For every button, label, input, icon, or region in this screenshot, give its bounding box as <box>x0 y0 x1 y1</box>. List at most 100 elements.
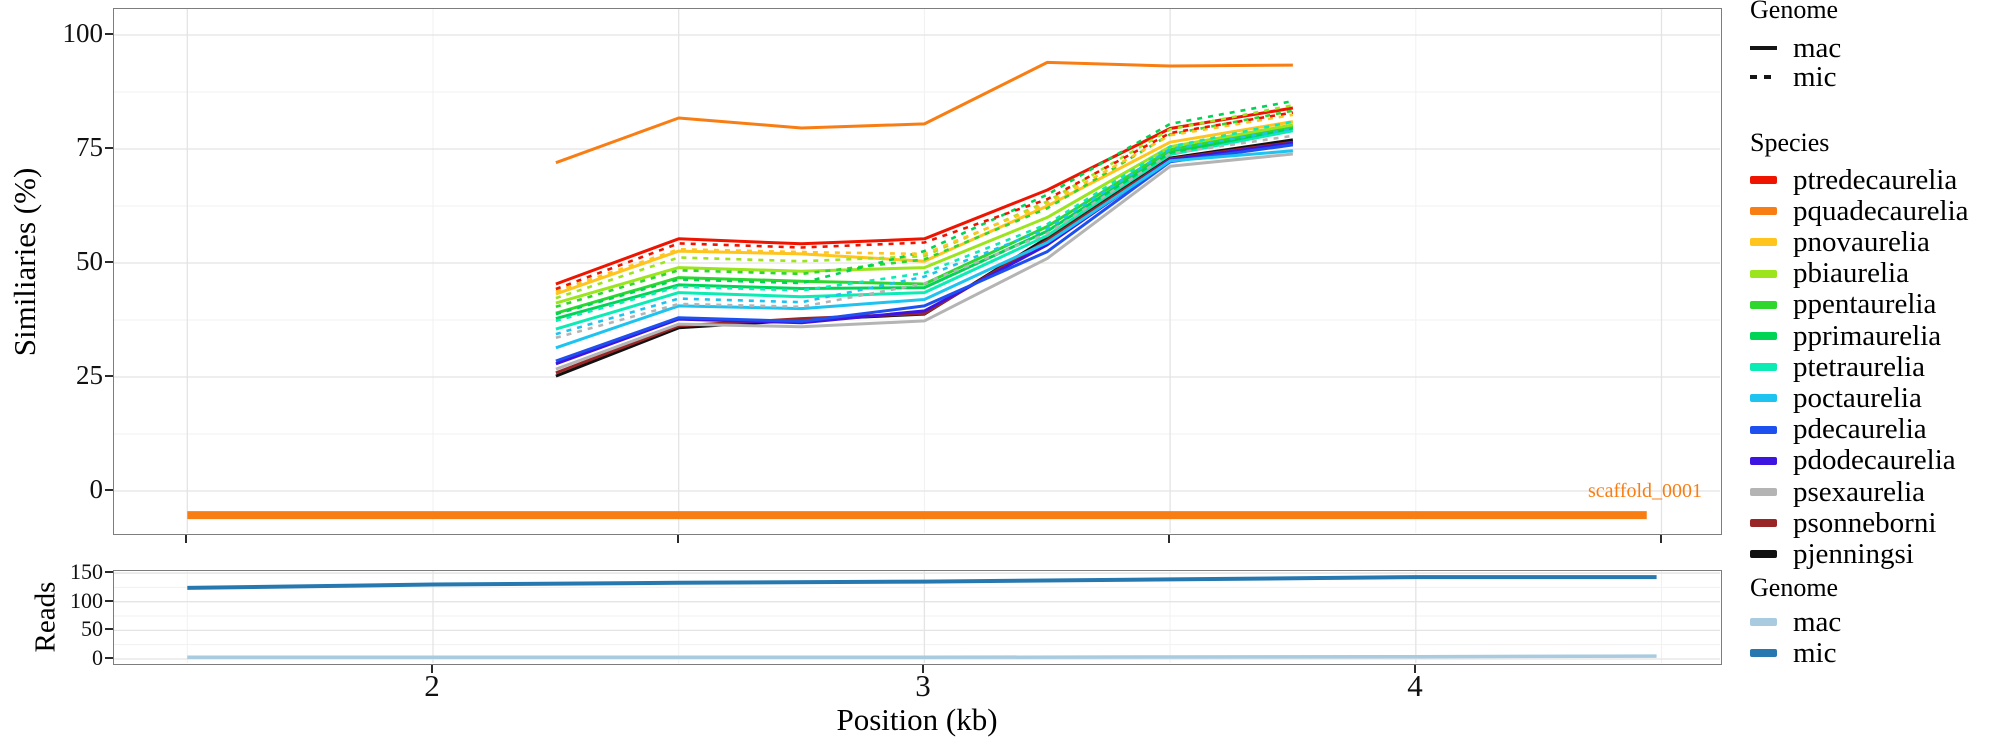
legend-item-label: ptredecaurelia <box>1793 163 1958 196</box>
x-tick-mark <box>431 665 433 673</box>
y-tick-mark <box>105 147 113 149</box>
x-tick-mark <box>676 535 679 543</box>
legend-item-label: pdecaurelia <box>1793 413 1927 446</box>
y-axis-title-similarity: Similiaries (%) <box>7 167 42 357</box>
y-tick-label: 50 <box>81 616 103 641</box>
legend-item-species-poctaurelia: poctaurelia <box>1750 383 1922 413</box>
legend-item-label: ppentaurelia <box>1793 288 1937 321</box>
series-pnovaurelia-mic <box>555 113 1294 293</box>
y-tick-label: 50 <box>76 246 103 276</box>
series-ptredecaurelia-mic <box>555 111 1294 291</box>
x-axis-title: Position (kb) <box>836 702 998 737</box>
x-tick-mark <box>185 535 188 543</box>
scaffold-annotation-label: scaffold_0001 <box>1588 480 1703 502</box>
legend-item-label: mic <box>1793 636 1837 669</box>
y-tick-mark <box>105 33 113 35</box>
legend-genome-bottom-title: Genome <box>1750 573 1839 602</box>
y-tick-mark <box>105 657 113 659</box>
series-pnovaurelia-mac <box>555 120 1294 296</box>
x-tick-label: 4 <box>1407 668 1423 703</box>
y-tick-mark <box>105 599 113 602</box>
legend-item-species-pdecaurelia: pdecaurelia <box>1750 415 1927 445</box>
color-swatch-icon <box>1750 425 1777 434</box>
series-pprimaurelia-mic <box>555 99 1294 316</box>
legend-item-label: psexaurelia <box>1793 475 1926 508</box>
legend-item-species-ppentaurelia: ppentaurelia <box>1750 290 1936 320</box>
series-poctaurelia-mic <box>555 127 1294 336</box>
series-ptetraurelia-mic <box>555 120 1294 323</box>
legend-item-label: pbiaurelia <box>1793 257 1909 290</box>
legend-genome-top-title: Genome <box>1750 0 1839 24</box>
legend-item-species-psexaurelia: psexaurelia <box>1750 477 1925 507</box>
y-tick-label: 0 <box>89 474 104 504</box>
color-swatch-icon <box>1750 649 1777 657</box>
x-tick-mark <box>1413 665 1416 673</box>
y-tick-mark <box>105 261 113 263</box>
dashed-line-swatch-icon <box>1750 75 1777 79</box>
legend-item-label: pnovaurelia <box>1793 225 1930 258</box>
color-swatch-icon <box>1750 550 1777 559</box>
legend-item-label: psonneborni <box>1793 506 1937 539</box>
y-tick-mark <box>105 628 113 631</box>
legend-item-label: mac <box>1793 31 1842 64</box>
legend-item-label: mac <box>1793 605 1842 638</box>
legend-item-genome-mac: mac <box>1750 33 1841 63</box>
color-swatch-icon <box>1750 176 1777 184</box>
series-psexaurelia-mic <box>555 134 1294 340</box>
legend-item-label: pdodecaurelia <box>1793 444 1956 477</box>
series-psexaurelia-mac <box>555 152 1294 371</box>
color-swatch-icon <box>1750 618 1777 626</box>
solid-line-swatch-icon <box>1750 46 1777 50</box>
color-swatch-icon <box>1750 394 1777 403</box>
y-tick-label: 100 <box>70 588 103 613</box>
legend-item-species-ptetraurelia: ptetraurelia <box>1750 352 1925 382</box>
y-tick-mark <box>105 571 113 574</box>
legend-item-species-pquadecaurelia: pquadecaurelia <box>1750 196 1969 226</box>
y-tick-label: 75 <box>76 132 103 162</box>
x-tick-mark <box>922 665 925 673</box>
x-tick-label: 2 <box>424 668 440 703</box>
legend-item-label: pjenningsi <box>1793 537 1914 570</box>
legend-item-species-pnovaurelia: pnovaurelia <box>1750 227 1930 257</box>
y-tick-label: 25 <box>76 360 103 390</box>
legend-item-genome-mic: mic <box>1750 62 1837 92</box>
color-swatch-icon <box>1750 300 1777 309</box>
reads-panel <box>113 570 1722 665</box>
x-tick-mark <box>1168 535 1171 543</box>
legend-item-label: poctaurelia <box>1793 381 1922 414</box>
reads-series-mac <box>187 654 1657 660</box>
color-swatch-icon <box>1750 519 1777 528</box>
color-swatch-icon <box>1750 238 1777 247</box>
legend-item-label: pprimaurelia <box>1793 319 1942 352</box>
series-ppentaurelia-mic <box>555 109 1294 309</box>
similarity-chart <box>114 9 1720 533</box>
legend-item-label: pquadecaurelia <box>1793 194 1969 227</box>
reads-series-mic <box>187 575 1657 590</box>
y-tick-label: 150 <box>70 559 103 584</box>
legend-species-title: Species <box>1750 128 1830 157</box>
legend-item-species-pbiaurelia: pbiaurelia <box>1750 259 1909 289</box>
color-swatch-icon <box>1750 488 1777 496</box>
legend-item-species-pprimaurelia: pprimaurelia <box>1750 321 1941 351</box>
similarity-panel <box>113 8 1722 535</box>
legend-item-species-pdodecaurelia: pdodecaurelia <box>1750 446 1956 476</box>
color-swatch-icon <box>1750 363 1777 372</box>
series-pquadecaurelia-mac <box>555 60 1293 165</box>
legend-item-label: ptetraurelia <box>1793 350 1926 383</box>
color-swatch-icon <box>1750 207 1777 216</box>
legend-item-species-ptredecaurelia: ptredecaurelia <box>1750 165 1957 195</box>
legend-item-species-psonneborni: psonneborni <box>1750 508 1936 538</box>
x-tick-mark <box>1659 535 1662 543</box>
legend-item-species-pjenningsi: pjenningsi <box>1750 539 1914 569</box>
series-pbiaurelia-mic <box>555 103 1294 300</box>
y-tick-label: 100 <box>62 18 104 48</box>
legend-item-genome-bottom-mac: mac <box>1750 607 1841 637</box>
series-poctaurelia-mac <box>555 149 1294 350</box>
series-pprimaurelia-mac <box>555 126 1294 321</box>
color-swatch-icon <box>1750 269 1777 278</box>
legend-item-genome-bottom-mic: mic <box>1750 638 1837 668</box>
y-tick-label: 0 <box>92 645 103 670</box>
y-tick-mark <box>105 489 113 491</box>
reads-chart <box>114 571 1720 663</box>
color-swatch-icon <box>1750 332 1777 340</box>
